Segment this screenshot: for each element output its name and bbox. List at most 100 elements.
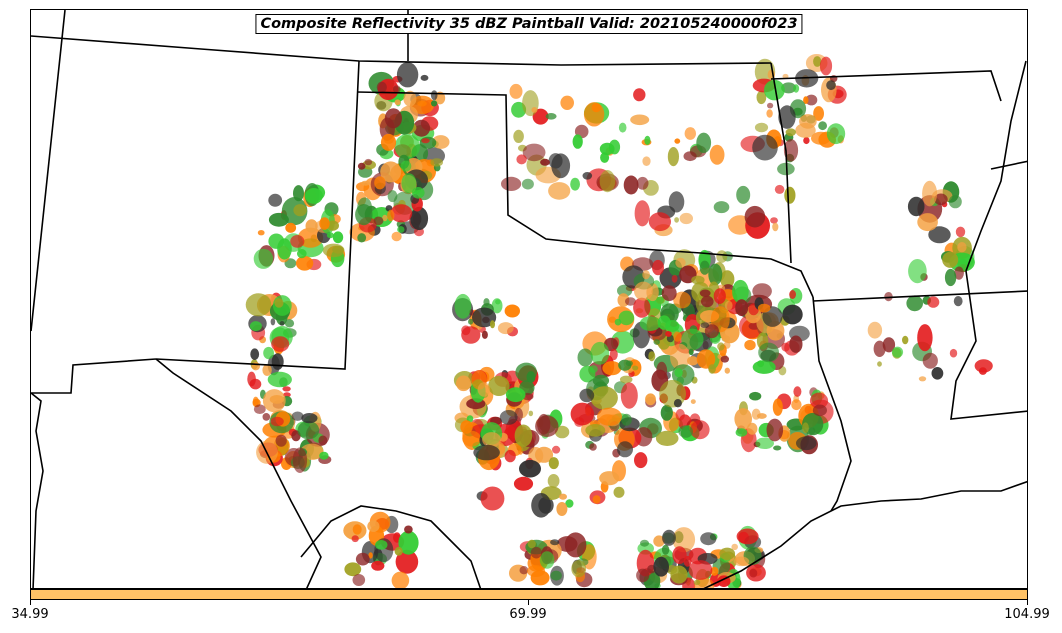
paintball-blob xyxy=(602,361,622,376)
paintball-blob xyxy=(731,543,738,551)
paintball-blob xyxy=(252,396,259,406)
paintball-blob xyxy=(521,178,534,190)
paintball-blob xyxy=(636,176,649,190)
paintball-blob xyxy=(708,263,723,286)
paintball-blob xyxy=(690,399,696,404)
paintball-blob xyxy=(274,298,284,308)
paintball-blob xyxy=(519,566,529,575)
paintball-blob xyxy=(585,424,606,437)
paintball-blob xyxy=(249,321,262,332)
paintball-blob xyxy=(355,552,370,566)
paintball-blob xyxy=(656,361,668,380)
paintball-blob xyxy=(380,161,402,183)
paintball-blob xyxy=(460,420,473,434)
paintball-blob xyxy=(293,185,304,202)
paintball-blob xyxy=(704,324,720,339)
paintball-blob xyxy=(684,127,696,140)
paintball-blob xyxy=(867,321,883,339)
paintball-blob xyxy=(781,82,797,94)
paintball-blob xyxy=(361,180,370,186)
paintball-blob xyxy=(514,424,533,447)
colorbar-tick-label-left: 34.99 xyxy=(11,607,49,622)
paintball-blob xyxy=(357,233,367,243)
paintball-blob xyxy=(793,84,800,93)
paintball-blob xyxy=(670,343,690,371)
paintball-blob xyxy=(746,564,766,582)
paintball-blob xyxy=(690,420,710,440)
paintball-blob xyxy=(674,368,683,378)
border-ms-east xyxy=(990,160,1027,170)
paintball-blob xyxy=(456,375,471,392)
paintball-blob xyxy=(906,295,923,312)
paintball-blob xyxy=(917,213,938,232)
border-ar-north xyxy=(770,70,1002,102)
paintball-blob xyxy=(391,231,402,242)
paintball-blob xyxy=(403,90,417,107)
paintball-blob xyxy=(461,326,481,344)
paintball-blob xyxy=(799,114,817,129)
paintball-blob xyxy=(724,367,730,374)
paintball-blob xyxy=(747,422,758,435)
border-ok-panhandle xyxy=(356,91,814,298)
paintball-blob xyxy=(721,333,727,339)
paintball-blob xyxy=(644,135,651,145)
paintball-blob xyxy=(387,209,395,222)
border-tx-west xyxy=(155,358,322,588)
paintball-blob xyxy=(642,156,651,166)
paintball-blob xyxy=(579,388,595,403)
paintball-blob xyxy=(661,544,670,555)
paintball-blob xyxy=(744,339,756,351)
paintball-blob xyxy=(665,330,672,337)
paintball-blob xyxy=(574,417,585,427)
paintball-blob xyxy=(902,335,909,345)
paintball-blob xyxy=(683,151,697,162)
paintball-blob xyxy=(756,90,767,105)
paintball-blob xyxy=(625,297,636,306)
paintball-blob xyxy=(250,348,260,361)
paintball-blob xyxy=(297,420,320,440)
paintball-blob xyxy=(667,147,680,167)
paintball-blob xyxy=(497,322,514,335)
paintball-blob xyxy=(657,315,671,330)
paintball-blob xyxy=(472,307,497,328)
paintball-blob xyxy=(719,547,736,560)
paintball-blob xyxy=(802,422,809,434)
paintball-blob xyxy=(792,107,803,116)
paintball-blob xyxy=(550,570,562,581)
paintball-blob xyxy=(519,459,541,478)
paintball-blob xyxy=(462,430,481,447)
paintball-blob xyxy=(597,407,622,426)
paintball-blob xyxy=(642,270,650,280)
paintball-blob xyxy=(530,570,550,586)
paintball-blob xyxy=(720,355,729,363)
paintball-blob xyxy=(793,386,802,397)
paintball-blob xyxy=(655,430,679,446)
paintball-blob xyxy=(653,339,660,345)
paintball-blob xyxy=(582,172,593,180)
paintball-blob xyxy=(907,196,925,217)
paintball-blob xyxy=(430,90,438,101)
paintball-blob xyxy=(826,80,836,91)
paintball-blob xyxy=(504,449,516,463)
paintball-blob xyxy=(764,79,785,101)
paintball-blob xyxy=(877,361,882,367)
paintball-blob xyxy=(818,121,827,131)
paintball-blob xyxy=(420,74,429,81)
colorbar-tick-label-right: 104.99 xyxy=(1004,607,1050,622)
paintball-blob xyxy=(652,259,664,276)
paintball-blob xyxy=(532,108,549,125)
paintball-blob xyxy=(633,297,651,318)
paintball-blob xyxy=(918,376,927,382)
paintball-blob xyxy=(808,427,816,435)
paintball-blob xyxy=(691,275,705,285)
paintball-blob xyxy=(482,432,502,448)
paintball-blob xyxy=(501,176,522,191)
paintball-blob xyxy=(305,219,318,233)
paintball-blob xyxy=(400,160,412,172)
paintball-blob xyxy=(551,153,571,179)
paintball-blob xyxy=(432,135,450,149)
paintball-blob xyxy=(782,304,803,325)
paintball-blob xyxy=(430,158,444,167)
paintball-blob xyxy=(796,436,817,451)
paintball-blob xyxy=(282,386,291,392)
